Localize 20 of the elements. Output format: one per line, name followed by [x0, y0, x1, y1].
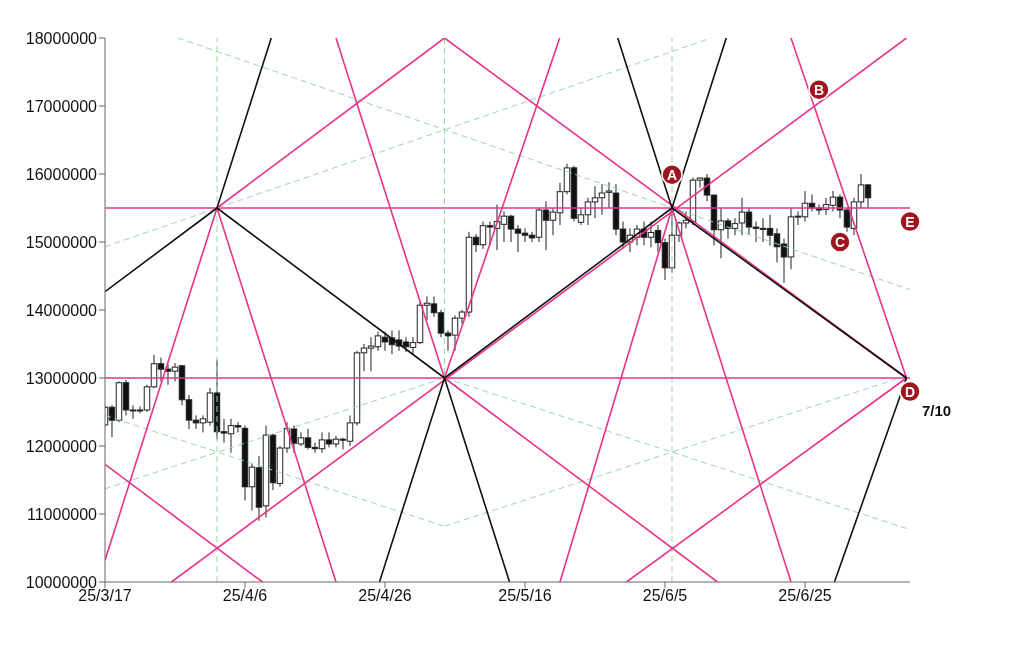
y-tick-label: 15000000: [25, 233, 98, 251]
x-tick-label: 25/5/16: [498, 587, 552, 605]
y-tick-label: 13000000: [25, 369, 98, 387]
x-tick-label: 25/3/17: [78, 587, 132, 605]
data-label: D: [904, 383, 916, 400]
x-tick-label: 25/6/25: [778, 587, 832, 605]
y-tick-label: 14000000: [25, 301, 98, 319]
y-tick-label: 16000000: [25, 165, 98, 183]
data-label: B: [813, 81, 825, 98]
text: 7/10: [922, 402, 952, 419]
data-label: C: [834, 234, 846, 250]
y-tick-label: 12000000: [25, 437, 98, 455]
y-tick-label: 11000000: [27, 505, 98, 523]
x-tick-label: 25/4/26: [358, 587, 412, 605]
data-label: A: [666, 166, 678, 183]
data-label: E: [905, 213, 915, 230]
x-tick-label: 25/6/5: [642, 587, 688, 605]
y-tick-label: 18000000: [25, 29, 98, 47]
x-tick-label: 25/4/6: [222, 587, 268, 605]
y-tick-label: 17000000: [25, 97, 98, 115]
